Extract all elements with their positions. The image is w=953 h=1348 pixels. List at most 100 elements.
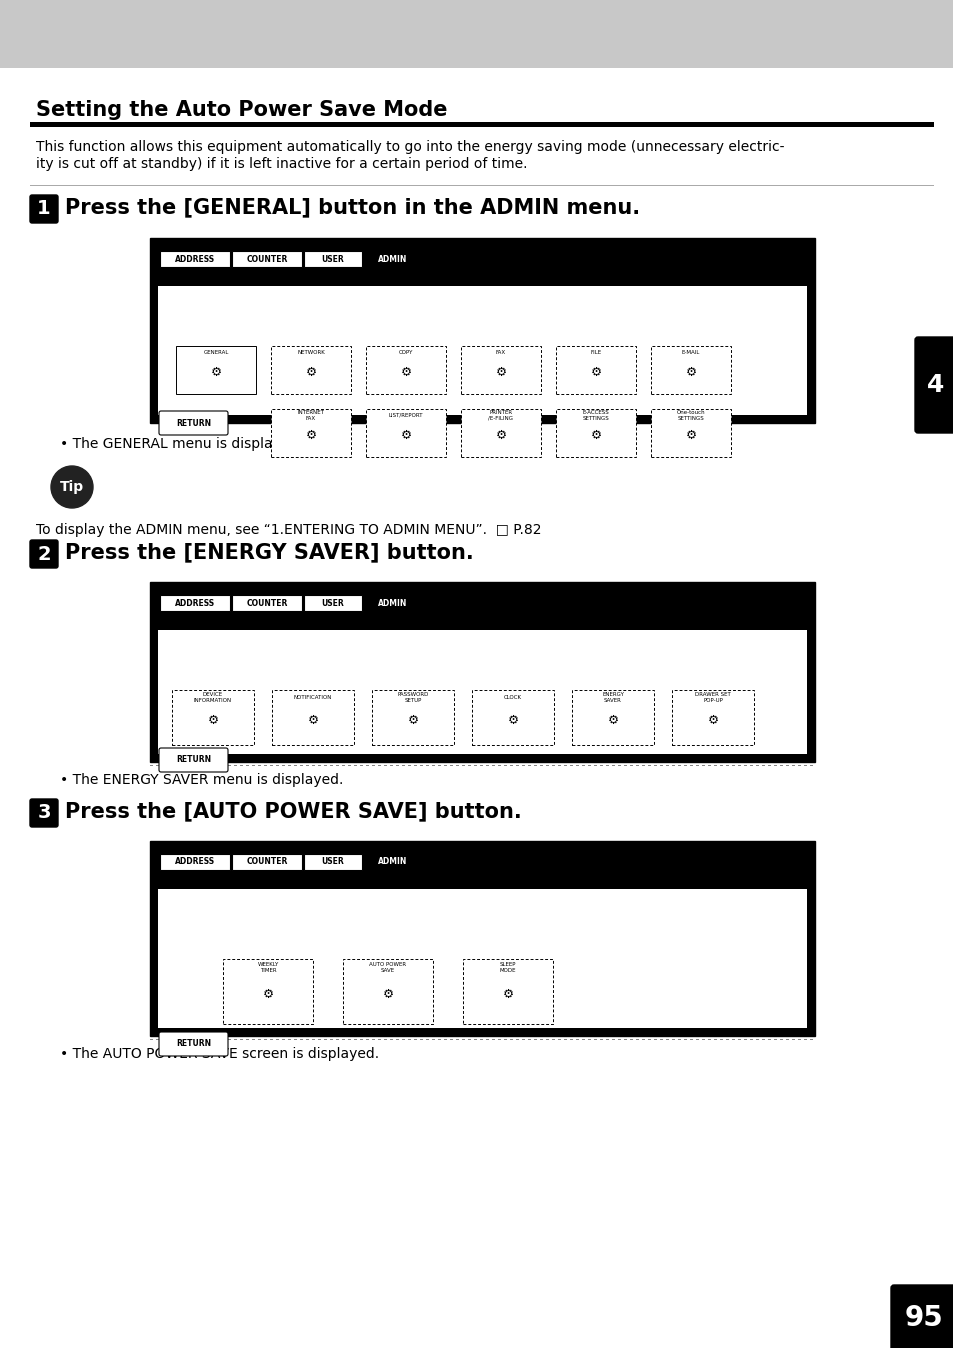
Text: USER: USER [321,255,344,263]
Text: USER: USER [321,599,344,608]
Text: ADDRESS: ADDRESS [174,255,214,263]
Text: E-MAIL: E-MAIL [681,349,700,355]
Bar [304,855,361,869]
Text: ⚙: ⚙ [684,365,696,379]
Bar [150,841,814,1037]
Bar [150,239,814,423]
Bar [650,346,730,394]
Bar [158,590,806,630]
Text: USER: USER [321,857,344,867]
Bar [460,346,540,394]
Bar [175,346,255,394]
FancyBboxPatch shape [30,799,58,828]
Bar [462,958,553,1024]
Bar [158,849,806,1029]
Circle shape [51,466,92,508]
Text: LIST/REPORT: LIST/REPORT [388,412,423,418]
Bar [158,245,806,415]
Bar [271,346,351,394]
Text: ⚙: ⚙ [305,429,316,442]
Text: ⚙: ⚙ [407,713,418,727]
Text: ⚙: ⚙ [607,713,618,727]
Bar [556,408,636,457]
Bar [650,408,730,457]
Text: • The ENERGY SAVER menu is displayed.: • The ENERGY SAVER menu is displayed. [60,772,343,787]
Text: NOTIFICATION: NOTIFICATION [294,694,332,700]
Bar [30,123,933,127]
Bar [232,251,302,267]
Bar [671,690,753,745]
Text: This function allows this equipment automatically to go into the energy saving m: This function allows this equipment auto… [36,140,783,154]
Bar [372,690,454,745]
Text: 4: 4 [926,373,943,398]
Text: ADDRESS: ADDRESS [174,599,214,608]
Bar [150,582,814,762]
Text: AUTO POWER
SAVE: AUTO POWER SAVE [369,962,406,973]
Text: COUNTER: COUNTER [246,599,288,608]
Bar [572,690,654,745]
Text: COUNTER: COUNTER [246,857,288,867]
Bar [343,958,433,1024]
Text: COPY: COPY [398,349,413,355]
Text: DRAWER SET
POP-UP: DRAWER SET POP-UP [695,692,730,702]
Text: 1: 1 [37,200,51,218]
Bar [556,346,636,394]
Bar [160,855,230,869]
Text: ⚙: ⚙ [382,988,394,1002]
Bar [271,408,351,457]
Text: ⚙: ⚙ [262,988,274,1002]
Text: 3: 3 [37,803,51,822]
Text: 2: 2 [37,545,51,563]
Text: RETURN: RETURN [175,1039,211,1049]
Text: ⚙: ⚙ [400,429,411,442]
Text: 95: 95 [903,1304,943,1332]
Text: Tip: Tip [60,480,84,493]
Bar [223,958,313,1024]
Text: ⚙: ⚙ [590,429,601,442]
FancyBboxPatch shape [159,748,228,772]
Text: PRINTER
/E-FILING: PRINTER /E-FILING [488,410,513,421]
Text: ⚙: ⚙ [495,429,506,442]
Bar [304,594,361,611]
FancyBboxPatch shape [890,1285,953,1348]
Text: GENERAL: GENERAL [203,349,229,355]
Text: SLEEP
MODE: SLEEP MODE [499,962,516,973]
Text: GENERAL: GENERAL [162,612,201,620]
Text: To display the ADMIN menu, see “1.ENTERING TO ADMIN MENU”.  □ P.82: To display the ADMIN menu, see “1.ENTERI… [36,523,541,537]
Text: COUNTER: COUNTER [246,255,288,263]
Text: ENERGY SAVER: ENERGY SAVER [162,871,226,879]
Text: ⚙: ⚙ [507,713,518,727]
Text: ⚙: ⚙ [400,365,411,379]
Text: CLOCK: CLOCK [503,694,521,700]
Text: ADMIN: ADMIN [378,857,407,867]
Text: ⚙: ⚙ [590,365,601,379]
Text: INTERNET
FAX: INTERNET FAX [297,410,324,421]
Text: ADMIN: ADMIN [378,599,407,608]
Text: PASSWORD
SETUP: PASSWORD SETUP [396,692,428,702]
Bar [0,0,953,67]
FancyBboxPatch shape [914,337,953,433]
Bar [158,849,806,888]
Bar [272,690,354,745]
Bar [158,245,806,286]
Text: ⚙: ⚙ [495,365,506,379]
Bar [366,408,446,457]
Bar [366,346,446,394]
FancyBboxPatch shape [30,195,58,222]
Bar [460,408,540,457]
Text: ⚙: ⚙ [207,713,218,727]
Text: DEVICE
INFORMATION: DEVICE INFORMATION [193,692,232,702]
Text: ADMIN: ADMIN [378,255,407,263]
Bar [158,590,806,754]
Text: ⚙: ⚙ [706,713,718,727]
FancyBboxPatch shape [159,411,228,435]
Text: Press the [AUTO POWER SAVE] button.: Press the [AUTO POWER SAVE] button. [65,801,521,821]
Text: One-touch
SETTINGS: One-touch SETTINGS [676,410,704,421]
Text: NETWORK: NETWORK [296,349,325,355]
Text: Setting the Auto Power Save Mode: Setting the Auto Power Save Mode [36,100,447,120]
Bar [172,690,253,745]
Text: ity is cut off at standby) if it is left inactive for a certain period of time.: ity is cut off at standby) if it is left… [36,156,527,171]
Text: FAX: FAX [496,349,505,355]
FancyBboxPatch shape [159,1033,228,1055]
Text: Press the [GENERAL] button in the ADMIN menu.: Press the [GENERAL] button in the ADMIN … [65,197,639,217]
